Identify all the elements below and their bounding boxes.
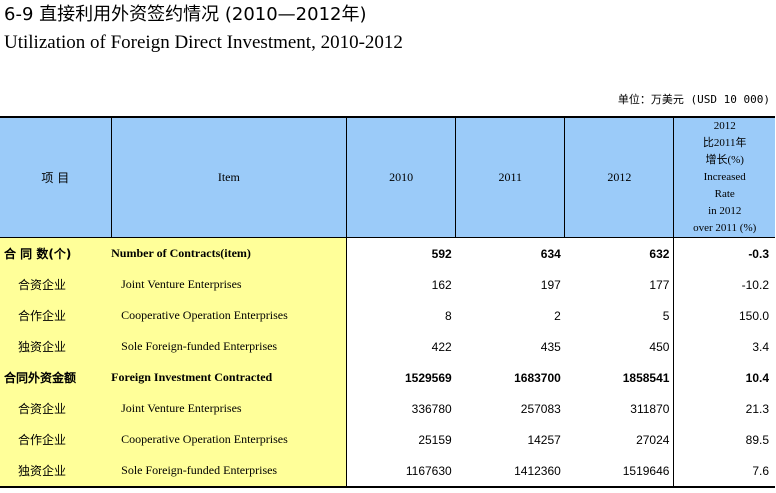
rate-header-line: 比2011年: [702, 137, 747, 149]
row-label-en: Cooperative Operation Enterprises: [111, 300, 348, 331]
row-label-en: Cooperative Operation Enterprises: [111, 424, 348, 455]
growth-rate-value: 10.4: [673, 362, 775, 393]
value-2012: 177: [649, 277, 670, 292]
rate-header-line: 增长(%): [705, 154, 744, 166]
value-2012: 1858541: [622, 370, 670, 385]
row-label-cn: 合资企业: [0, 269, 112, 300]
value-2010: 422: [431, 339, 452, 354]
row-label-cn: 合作企业: [0, 300, 112, 331]
value-2012: 1519646: [622, 463, 670, 478]
growth-rate-value: -0.3: [673, 237, 775, 269]
value-2012: 450: [649, 339, 670, 354]
value-2011: 1412360: [514, 463, 561, 478]
table-title-chinese: 6-9 直接利用外资签约情况 (2010—2012年): [4, 4, 367, 25]
table-title-english: Utilization of Foreign Direct Investment…: [4, 32, 403, 53]
value-2011: 435: [540, 339, 561, 354]
value-2011: 2: [554, 308, 561, 323]
value-2012: 632: [649, 246, 670, 261]
table-row: 合作企业 Cooperative Operation Enterprises 251…: [0, 424, 775, 455]
growth-rate-value: 3.4: [673, 331, 775, 362]
value-2011: 1683700: [514, 370, 561, 385]
value-2011: 634: [540, 246, 561, 261]
row-label-cn: 合 同 数(个): [0, 237, 112, 269]
header-year-2012: 2012: [564, 117, 675, 238]
row-label-cn: 合作企业: [0, 424, 112, 455]
row-label-cn: 独资企业: [0, 331, 112, 362]
table-row: 合作企业 Cooperative Operation Enterprises 8 2 5…: [0, 300, 775, 331]
header-item-cn: 项 目: [0, 117, 112, 238]
table-row: 独资企业 Sole Foreign-funded Enterprises 422 43…: [0, 331, 775, 362]
row-label-en: Joint Venture Enterprises: [111, 269, 348, 300]
rate-header-line: 2012: [713, 120, 736, 132]
header-year-2011: 2011: [455, 117, 566, 238]
rate-header-line: in 2012: [708, 205, 742, 217]
table-row: 合资企业 Joint Venture Enterprises 162 197 177 -1…: [0, 269, 775, 300]
value-2011: 14257: [527, 432, 561, 447]
rate-header-line: Rate: [714, 188, 735, 200]
row-label-en: Foreign Investment Contracted: [111, 362, 348, 393]
value-2012: 311870: [630, 401, 670, 416]
row-label-en: Sole Foreign-funded Enterprises: [111, 455, 348, 487]
header-growth-rate: 2012 比2011年 增长(%) Increased Rate in 2012…: [673, 117, 775, 238]
row-label-en: Sole Foreign-funded Enterprises: [111, 331, 348, 362]
growth-rate-value: 7.6: [673, 455, 775, 487]
header-item-en: Item: [110, 117, 348, 238]
header-year-2010: 2010: [346, 117, 457, 238]
value-2011: 257083: [520, 401, 561, 416]
value-2012: 5: [662, 308, 670, 323]
row-label-cn: 合资企业: [0, 393, 112, 424]
growth-rate-value: 21.3: [673, 393, 775, 424]
row-label-cn: 合同外资金额: [0, 362, 112, 393]
value-2010: 1529569: [404, 370, 452, 385]
value-2010: 1167630: [405, 463, 452, 478]
value-2010: 162: [431, 277, 452, 292]
row-label-cn: 独资企业: [0, 455, 112, 487]
growth-rate-value: -10.2: [673, 269, 775, 300]
rate-header-line: Increased: [703, 171, 746, 183]
fdi-table: 项 目 Item 2010 2011 2012 2012 比2011年 增长(%…: [0, 116, 775, 488]
rate-header-line: over 2011 (%): [693, 222, 757, 234]
row-label-en: Number of Contracts(item): [111, 237, 348, 269]
growth-rate-value: 150.0: [673, 300, 775, 331]
value-2010: 336780: [411, 401, 452, 416]
table-row: 独资企业 Sole Foreign-funded Enterprises 11676…: [0, 455, 775, 487]
header-row: 项 目 Item 2010 2011 2012 2012 比2011年 增长(%…: [0, 117, 775, 238]
row-label-en: Joint Venture Enterprises: [111, 393, 348, 424]
value-2010: 8: [445, 308, 452, 323]
value-2011: 197: [540, 277, 561, 292]
table-row: 合同外资金额 Foreign Investment Contracted 15295…: [0, 362, 775, 393]
growth-rate-value: 89.5: [673, 424, 775, 455]
value-2012: 27024: [636, 432, 670, 447]
table-row: 合资企业 Joint Venture Enterprises 336780 25708…: [0, 393, 775, 424]
value-2010: 25159: [418, 432, 452, 447]
unit-label: 单位：万美元 (USD 10 000): [617, 93, 770, 106]
table-row: 合 同 数(个) Number of Contracts(item) 592 634 6…: [0, 237, 775, 269]
value-2010: 592: [431, 246, 452, 261]
